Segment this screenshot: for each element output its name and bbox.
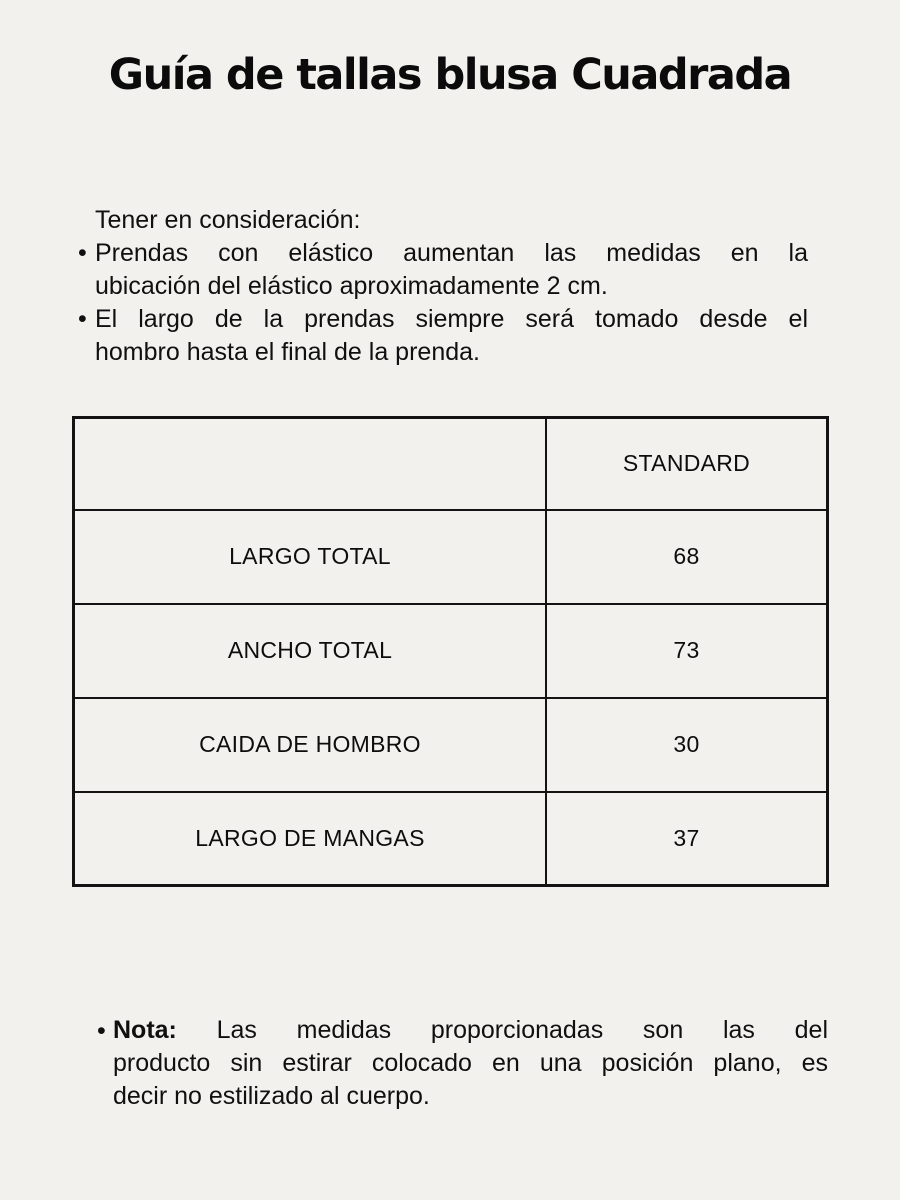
measurement-label: LARGO TOTAL: [72, 508, 547, 605]
note-line: decir no estilizado al cuerpo.: [113, 1082, 430, 1110]
bullet-icon: •: [97, 1017, 106, 1045]
considerations-section: Tener en consideración: • Prendas con el…: [78, 204, 808, 369]
table-header-row: STANDARD: [72, 416, 829, 511]
consideration-item: • El largo de la prendas siempre será to…: [78, 303, 808, 369]
consideration-line: hombro hasta el final de la prenda.: [95, 338, 480, 366]
table-header-empty-cell: [72, 416, 547, 511]
table-header-standard-cell: STANDARD: [545, 416, 829, 511]
page-title: Guía de tallas blusa Cuadrada: [108, 50, 793, 100]
table-row: LARGO DE MANGAS 37: [72, 790, 829, 887]
measurement-label: CAIDA DE HOMBRO: [72, 696, 547, 793]
note-text: Las medidas proporcionadas son las del: [216, 1016, 829, 1044]
measurement-value: 30: [545, 696, 829, 793]
considerations-heading: Tener en consideración:: [95, 206, 361, 234]
table-row: ANCHO TOTAL 73: [72, 602, 829, 699]
bullet-icon: •: [78, 305, 87, 333]
note-section: • Nota: Las medidas proporcionadas son l…: [97, 1014, 828, 1113]
measurement-label: LARGO DE MANGAS: [72, 790, 547, 887]
consideration-item: • Prendas con elástico aumentan las medi…: [78, 237, 808, 303]
note-line: Nota: Las medidas proporcionadas son las…: [113, 1014, 828, 1047]
measurement-value: 68: [545, 508, 829, 605]
measurement-value: 37: [545, 790, 829, 887]
consideration-line: Prendas con elástico aumentan las medida…: [95, 239, 808, 267]
size-table: STANDARD LARGO TOTAL 68 ANCHO TOTAL 73 C…: [72, 416, 829, 887]
note-line: producto sin estirar colocado en una pos…: [113, 1049, 828, 1077]
table-row: CAIDA DE HOMBRO 30: [72, 696, 829, 793]
consideration-line: ubicación del elástico aproximadamente 2…: [95, 272, 608, 300]
measurement-value: 73: [545, 602, 829, 699]
table-row: LARGO TOTAL 68: [72, 508, 829, 605]
measurement-label: ANCHO TOTAL: [72, 602, 547, 699]
consideration-line: El largo de la prendas siempre será toma…: [95, 305, 808, 333]
bullet-icon: •: [78, 239, 87, 267]
note-label: Nota:: [113, 1016, 177, 1044]
